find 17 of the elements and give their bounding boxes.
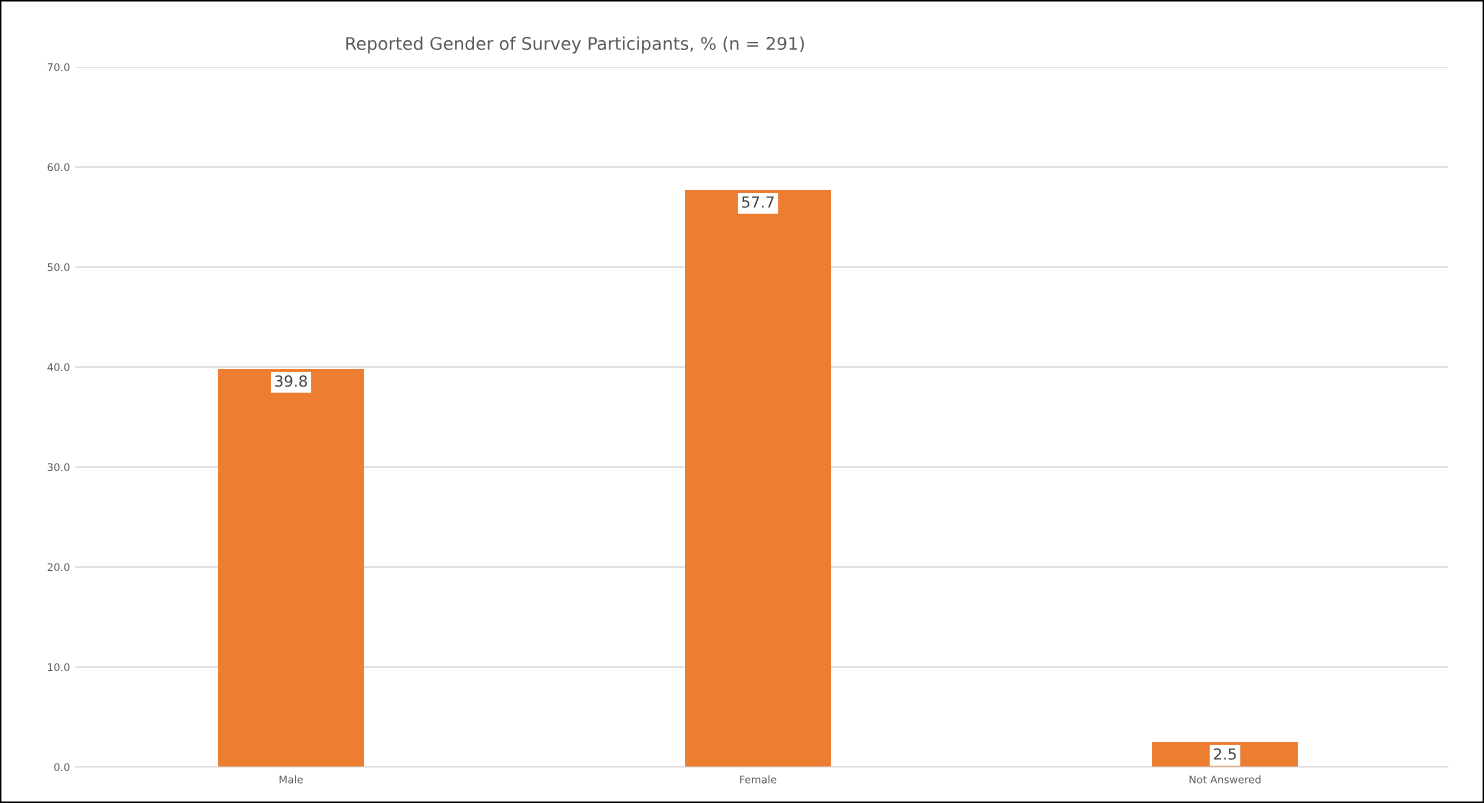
y-tick-label: 70.0 — [47, 63, 70, 72]
x-tick-label: Male — [279, 775, 303, 784]
data-label: 57.7 — [742, 196, 774, 208]
y-tick-label: 20.0 — [47, 563, 70, 572]
chart-title: Reported Gender of Survey Participants, % (n = 291) — [346, 36, 804, 54]
y-tick-label: 30.0 — [47, 463, 70, 472]
y-tick-label: 10.0 — [48, 663, 70, 672]
x-tick-label: Female — [740, 775, 777, 784]
y-tick-label: 40.0 — [47, 363, 70, 372]
y-tick-label: 50.0 — [47, 263, 70, 272]
bar — [218, 369, 364, 767]
y-tick-label: 0.0 — [54, 763, 70, 772]
data-label: 2.5 — [1213, 748, 1236, 760]
x-tick-label: Not Answered — [1189, 775, 1261, 784]
data-label: 39.8 — [275, 375, 307, 387]
bar — [685, 190, 831, 767]
y-tick-label: 60.0 — [47, 163, 70, 172]
